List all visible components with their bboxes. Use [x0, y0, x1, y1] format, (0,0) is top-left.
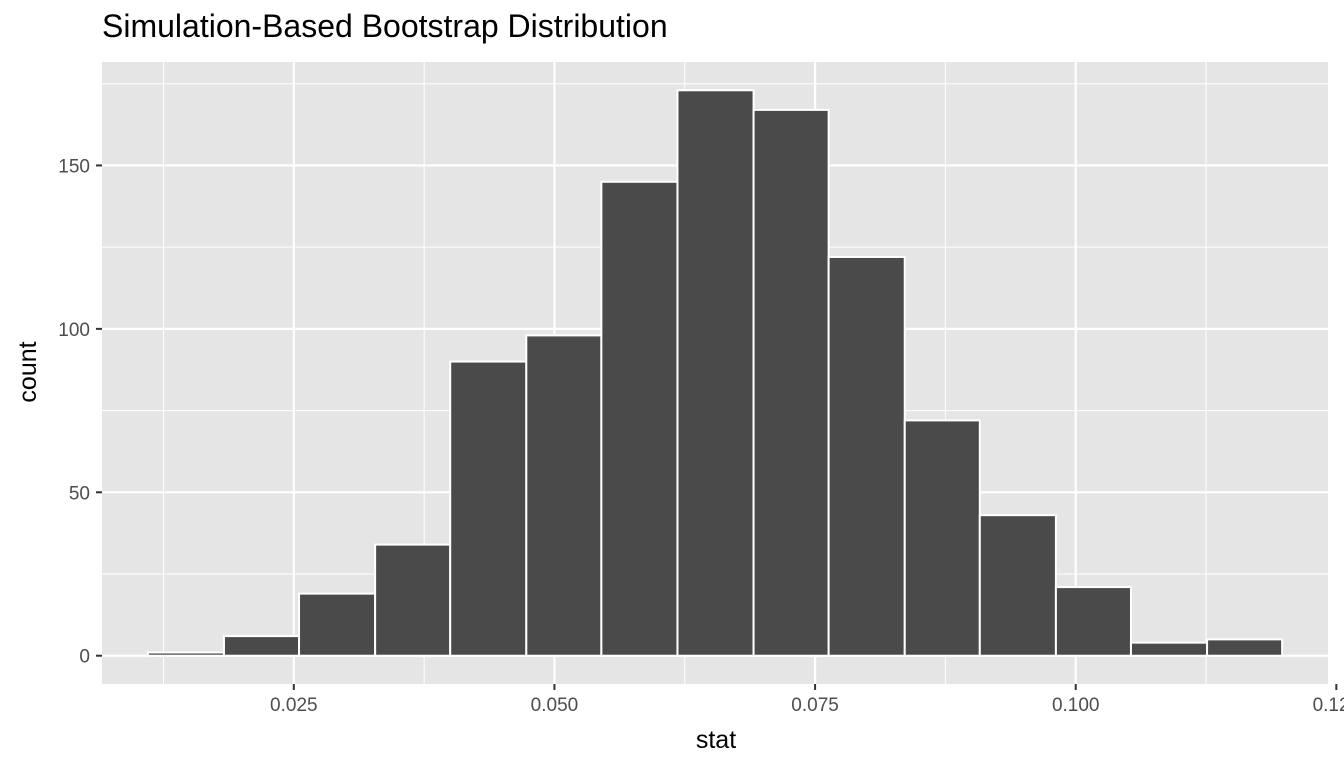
histogram-bar	[222, 635, 301, 657]
x-axis: 0.025 0.050 0.075 0.100 0.125	[270, 684, 1344, 716]
histogram-bar	[449, 360, 528, 657]
histogram-bar	[298, 592, 377, 657]
y-tick-label: 50	[69, 483, 90, 504]
chart-title: Simulation-Based Bootstrap Distribution	[102, 8, 668, 44]
x-tick-label: 0.075	[791, 695, 839, 716]
histogram-bar	[1206, 638, 1284, 657]
histogram-bar	[146, 651, 225, 657]
histogram-bar	[600, 180, 679, 657]
x-axis-title: stat	[696, 726, 736, 754]
x-tick-label: 0.025	[270, 695, 318, 716]
histogram-bar	[1054, 586, 1132, 657]
x-tick-label: 0.125	[1313, 695, 1344, 716]
y-axis: 0 50 100 150	[58, 156, 102, 668]
histogram-bar	[903, 419, 981, 657]
y-axis-title: count	[14, 341, 42, 402]
histogram-bar	[978, 514, 1057, 657]
histogram-bar	[827, 255, 906, 657]
x-tick-label: 0.100	[1052, 695, 1100, 716]
histogram-bar	[676, 89, 755, 657]
y-tick-label: 100	[58, 320, 90, 341]
histogram-bar	[374, 543, 452, 657]
y-tick-label: 0	[79, 647, 90, 668]
histogram-bar	[1129, 641, 1209, 657]
histogram-bar	[752, 108, 830, 657]
bars	[146, 89, 1284, 657]
x-tick-label: 0.050	[531, 695, 579, 716]
y-tick-label: 150	[58, 156, 90, 177]
histogram-bar	[525, 334, 603, 657]
